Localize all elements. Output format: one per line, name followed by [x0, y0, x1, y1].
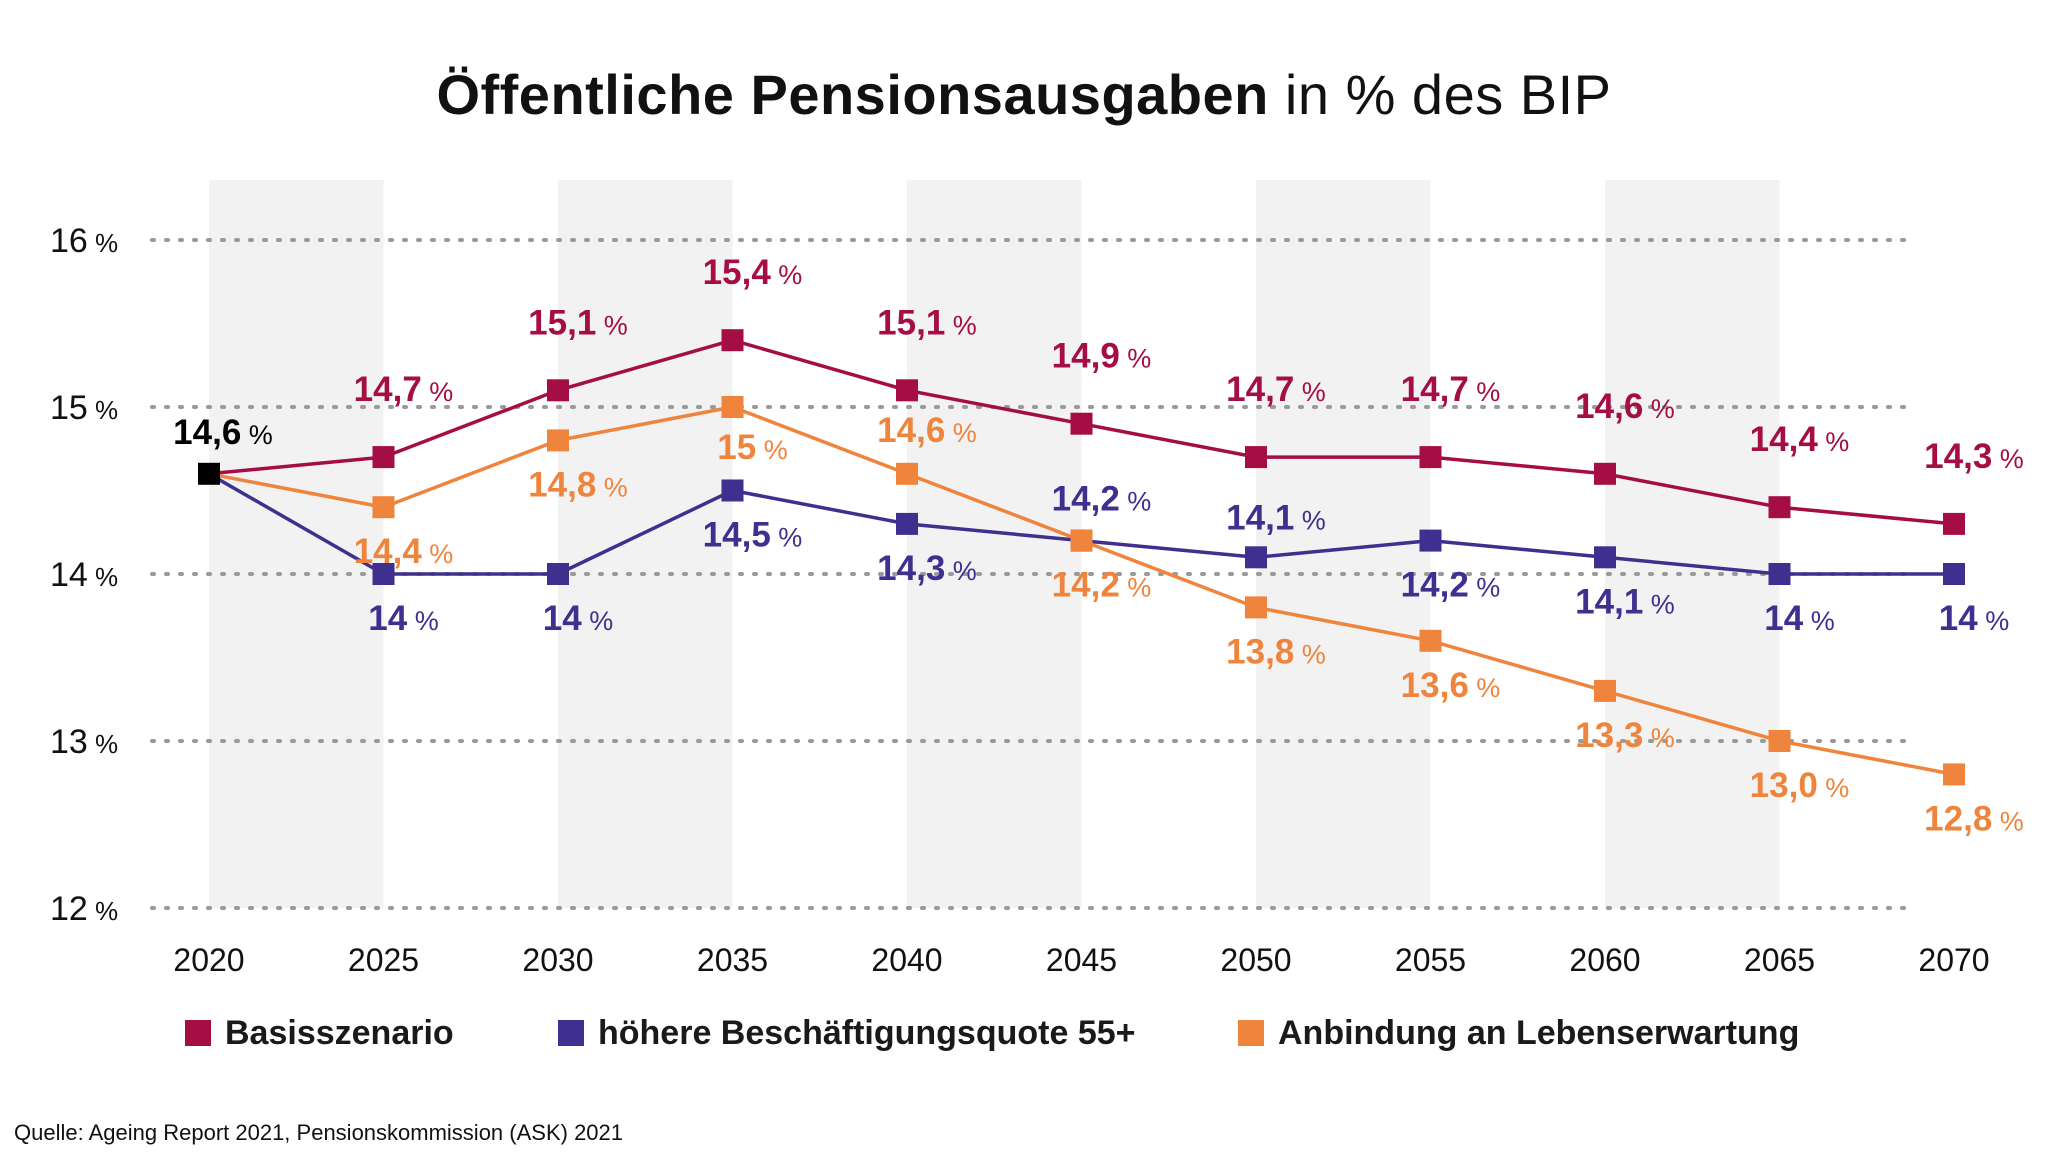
- legend-swatch-life: [1238, 1020, 1264, 1046]
- data-label-start: 14,6 %: [173, 413, 273, 452]
- data-label-employment: 14,1 %: [1226, 498, 1326, 537]
- background-band: [558, 180, 733, 908]
- data-point-employment: [721, 479, 744, 502]
- data-label-life: 13,8 %: [1226, 632, 1326, 671]
- legend-label-basis: Basisszenario: [225, 1013, 454, 1052]
- x-tick-label: 2045: [1046, 942, 1117, 978]
- x-tick-label: 2030: [522, 942, 593, 978]
- data-point-basis: [1943, 512, 1965, 535]
- data-label-basis: 14,7 %: [1226, 370, 1326, 409]
- x-tick-label: 2035: [697, 942, 768, 978]
- data-point-employment: [896, 512, 918, 535]
- y-tick-label: 15 %: [50, 389, 118, 427]
- data-label-life: 14,4 %: [354, 532, 454, 571]
- data-label-employment: 14,2 %: [1052, 480, 1152, 519]
- data-label-employment: 14,2 %: [1401, 566, 1501, 605]
- legend-label-life: Anbindung an Lebenserwartung: [1278, 1013, 1800, 1052]
- data-label-employment: 14 %: [543, 599, 613, 638]
- data-label-basis: 14,7 %: [354, 370, 454, 409]
- data-label-life: 13,0 %: [1750, 766, 1850, 805]
- data-point-basis: [721, 329, 744, 352]
- x-tick-label: 2050: [1220, 942, 1291, 978]
- legend-item-basis: Basisszenario: [185, 1014, 454, 1053]
- data-point-employment: [547, 563, 569, 585]
- data-point-basis: [1070, 412, 1093, 435]
- data-point-employment: [1245, 546, 1267, 569]
- data-point-basis: [1245, 446, 1267, 469]
- x-tick-label: 2070: [1918, 942, 1989, 978]
- data-label-employment: 14 %: [1939, 599, 2009, 638]
- x-tick-label: 2040: [871, 942, 942, 978]
- data-point-life: [896, 462, 918, 485]
- data-label-life: 14,6 %: [877, 411, 977, 450]
- data-label-basis: 15,4 %: [703, 253, 803, 292]
- legend-item-employment: höhere Beschäftigungsquote 55+: [558, 1014, 1136, 1053]
- legend-swatch-employment: [558, 1020, 584, 1046]
- data-label-employment: 14,5 %: [703, 516, 803, 555]
- data-label-life: 14,2 %: [1052, 566, 1152, 605]
- data-label-employment: 14 %: [368, 599, 438, 638]
- data-point-basis: [896, 379, 918, 402]
- background-band: [209, 180, 384, 908]
- data-point-basis: [372, 446, 395, 469]
- chart-title-sub: in % des BIP: [1284, 63, 1612, 126]
- y-tick-label: 16 %: [50, 222, 118, 260]
- chart-title-main: Öffentliche Pensionsausgaben: [436, 63, 1269, 126]
- data-point-life: [1943, 763, 1965, 786]
- data-point-life: [1419, 629, 1442, 652]
- data-point-employment: [1419, 529, 1442, 552]
- source-note: Quelle: Ageing Report 2021, Pensionskomm…: [14, 1120, 624, 1145]
- data-point-life: [1245, 596, 1267, 619]
- data-point-basis: [1768, 496, 1791, 519]
- background-band: [907, 180, 1082, 908]
- data-point-employment: [1594, 546, 1616, 569]
- data-label-basis: 15,1 %: [877, 303, 977, 342]
- data-point-life: [1594, 679, 1616, 702]
- y-tick-label: 12 %: [50, 890, 118, 928]
- data-point-basis: [1419, 446, 1442, 469]
- data-point-basis: [547, 379, 569, 402]
- data-label-basis: 14,3 %: [1924, 437, 2024, 476]
- data-point-employment: [1768, 563, 1791, 585]
- data-label-life: 13,3 %: [1575, 716, 1675, 755]
- data-label-employment: 14,1 %: [1575, 582, 1675, 621]
- data-label-life: 13,6 %: [1401, 666, 1501, 705]
- data-point-life: [547, 429, 569, 452]
- data-point-life: [1768, 730, 1791, 752]
- background-band: [1605, 180, 1780, 908]
- data-label-basis: 14,4 %: [1750, 420, 1850, 459]
- data-label-life: 12,8 %: [1924, 799, 2024, 838]
- legend-label-employment: höhere Beschäftigungsquote 55+: [598, 1013, 1136, 1052]
- data-label-employment: 14 %: [1764, 599, 1834, 638]
- y-tick-label: 14 %: [50, 556, 118, 594]
- x-tick-label: 2060: [1569, 942, 1640, 978]
- legend-item-life: Anbindung an Lebenserwartung: [1238, 1014, 1799, 1053]
- x-tick-label: 2055: [1395, 942, 1466, 978]
- x-tick-label: 2065: [1744, 942, 1815, 978]
- x-tick-label: 2025: [348, 942, 419, 978]
- data-point-employment: [1943, 563, 1965, 585]
- legend-swatch-basis: [185, 1020, 211, 1046]
- data-point-life: [1070, 529, 1093, 552]
- data-label-employment: 14,3 %: [877, 549, 977, 588]
- y-tick-label: 13 %: [50, 723, 118, 761]
- data-point-life: [721, 396, 744, 418]
- data-label-life: 15 %: [717, 428, 787, 467]
- x-tick-label: 2020: [173, 942, 244, 978]
- data-label-basis: 15,1 %: [528, 303, 628, 342]
- chart-title: Öffentliche Pensionsausgaben in % des BI…: [0, 62, 2048, 127]
- data-label-basis: 14,9 %: [1052, 337, 1152, 376]
- data-label-basis: 14,6 %: [1575, 387, 1675, 426]
- data-point-basis: [1594, 462, 1616, 485]
- data-label-life: 14,8 %: [528, 465, 628, 504]
- data-label-basis: 14,7 %: [1401, 370, 1501, 409]
- data-point-employment: [372, 563, 395, 585]
- data-point-life: [372, 496, 395, 519]
- data-point-start: [198, 462, 220, 485]
